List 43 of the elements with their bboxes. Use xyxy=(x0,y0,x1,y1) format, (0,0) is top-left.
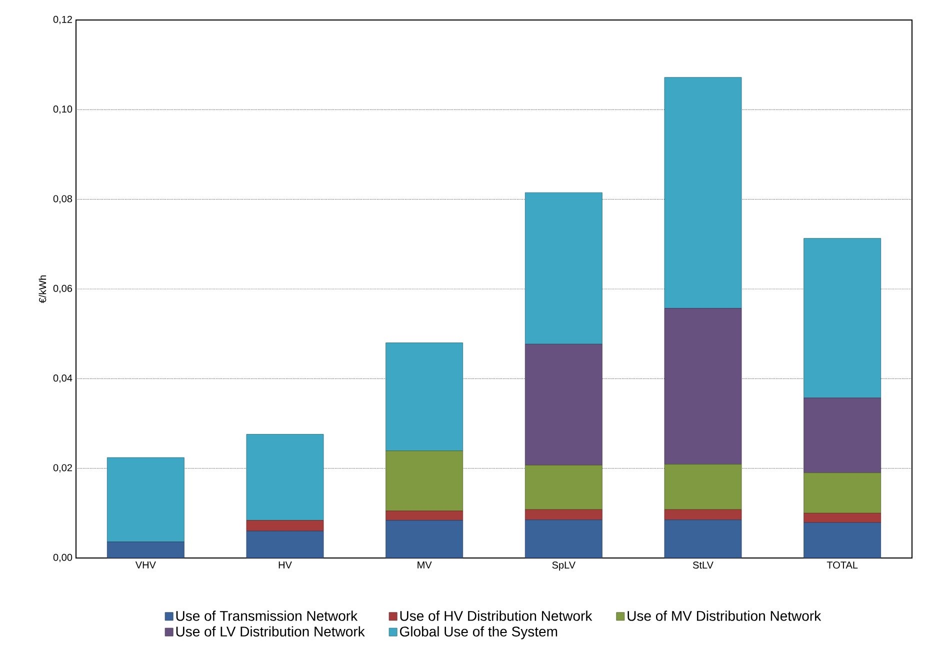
bar xyxy=(804,522,882,558)
bar xyxy=(524,520,602,558)
bar xyxy=(804,472,882,514)
y-tick-label: 0,00 xyxy=(53,554,72,562)
bar xyxy=(664,520,742,558)
y-tick-label: 0,04 xyxy=(53,374,72,383)
bar xyxy=(524,464,602,510)
bar xyxy=(106,542,184,558)
bar xyxy=(106,457,184,542)
bar xyxy=(524,509,602,520)
bar xyxy=(246,520,324,532)
bar xyxy=(386,450,464,512)
y-axis-title: €/kWh xyxy=(38,275,46,304)
x-tick-label: SpLV xyxy=(552,562,576,571)
y-tick-label: 0,10 xyxy=(53,106,72,114)
x-tick-label: StLV xyxy=(692,562,714,569)
x-tick-label: MV xyxy=(418,562,432,568)
y-tick-label: 0,08 xyxy=(53,195,72,204)
bar xyxy=(386,510,464,521)
bar xyxy=(804,512,882,523)
legend-label: Use of LV Distribution Network xyxy=(176,626,365,637)
x-tick-label: TOTAL xyxy=(826,562,858,569)
bar xyxy=(246,530,324,558)
y-tick-label: 0,02 xyxy=(53,464,72,472)
bar xyxy=(664,509,742,520)
y-tick-label: 0,12 xyxy=(53,16,72,24)
bar xyxy=(804,238,882,398)
bar xyxy=(246,434,324,521)
bar xyxy=(386,520,464,558)
x-tick-label: VHV xyxy=(135,562,156,568)
legend-label: Use of MV Distribution Network xyxy=(628,610,822,621)
bar xyxy=(804,398,882,474)
x-tick-label: HV xyxy=(278,562,292,568)
bar xyxy=(664,308,742,464)
legend-label: Use of HV Distribution Network xyxy=(400,610,592,621)
bar xyxy=(524,192,602,344)
legend-label: Global Use of the System xyxy=(400,626,558,640)
bar xyxy=(386,342,464,452)
bar xyxy=(524,344,602,466)
bar xyxy=(664,77,742,308)
y-tick-label: 0,06 xyxy=(53,284,72,294)
legend-label: Use of Transmission Network xyxy=(176,610,358,621)
bar xyxy=(664,464,742,510)
